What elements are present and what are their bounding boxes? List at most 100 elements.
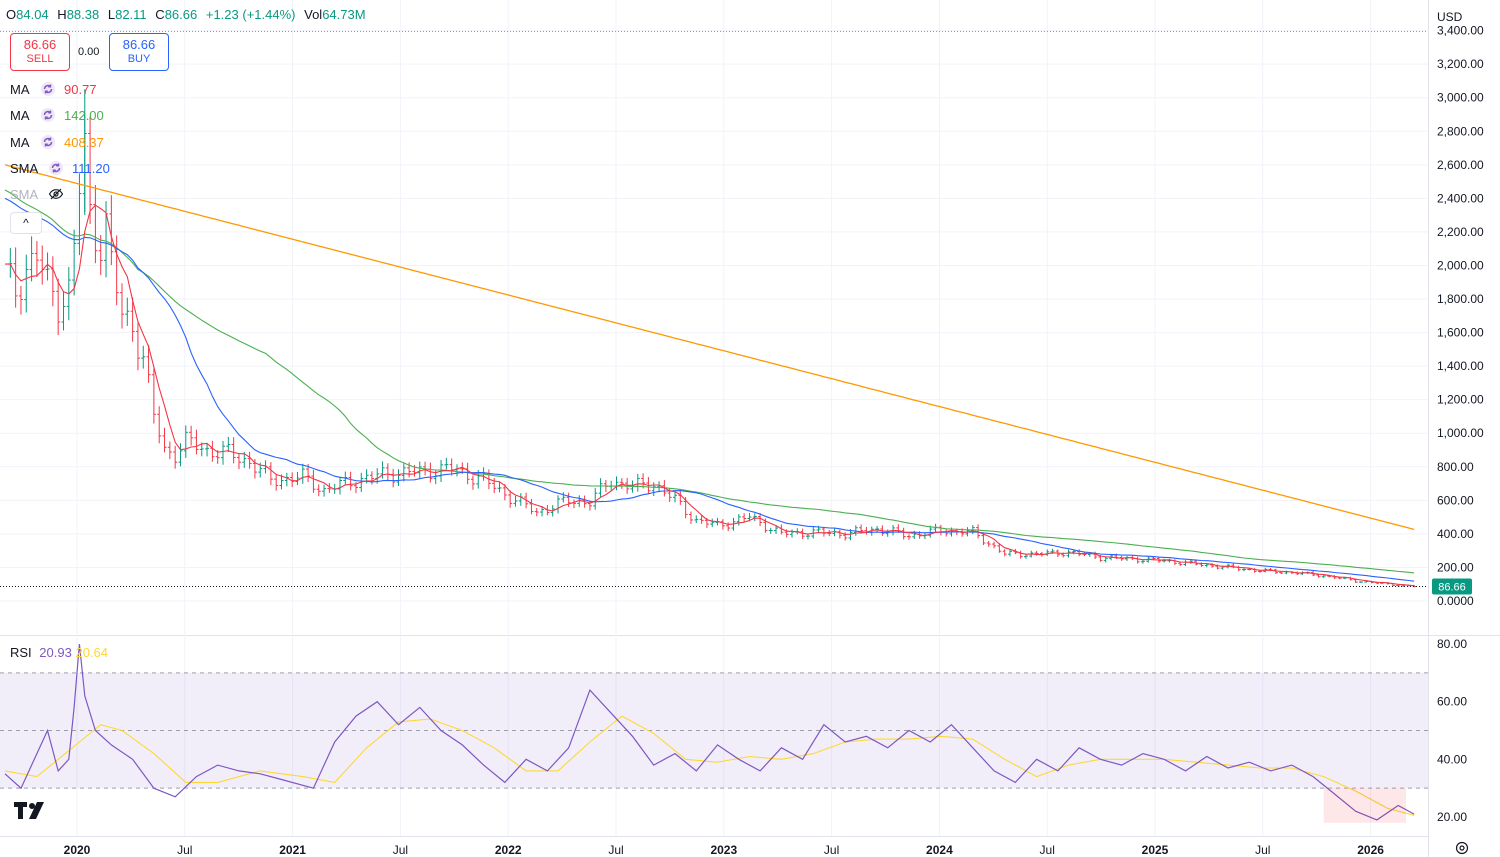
ohlc-bar xyxy=(1103,556,1108,563)
ohlc-bar xyxy=(1071,549,1076,555)
open-key: O xyxy=(6,7,17,22)
ohlc-bar xyxy=(401,462,406,482)
refresh-icon[interactable] xyxy=(40,107,56,123)
ohlc-bar xyxy=(247,451,252,469)
ohlc-bar xyxy=(1023,554,1028,559)
gear-icon[interactable] xyxy=(1454,840,1470,857)
ohlc-bar xyxy=(183,425,188,458)
rsi-oversold-fill xyxy=(1323,788,1406,823)
sell-button[interactable]: 86.66 SELL xyxy=(10,33,70,71)
currency-label[interactable]: USD xyxy=(1437,10,1463,24)
ma-green-line xyxy=(4,189,1415,574)
price-tick-label: 2,200.00 xyxy=(1437,225,1484,239)
buy-button[interactable]: 86.66 BUY xyxy=(109,33,169,71)
time-tick-label: Jul xyxy=(1040,843,1055,857)
legend-value: 142.00 xyxy=(64,107,104,123)
ohlc-bar xyxy=(295,471,300,486)
price-tick-label: 3,400.00 xyxy=(1437,24,1484,38)
rsi-name: RSI xyxy=(10,645,32,660)
ohlc-bar xyxy=(18,285,23,315)
ohlc-bar xyxy=(151,366,156,424)
refresh-icon[interactable] xyxy=(40,134,56,150)
rsi-line xyxy=(4,643,1415,821)
rsi-tick-label: 20.00 xyxy=(1437,810,1467,824)
ohlc-bar xyxy=(268,462,273,486)
refresh-icon[interactable] xyxy=(48,160,64,176)
ohlc-bar xyxy=(194,429,199,455)
ohlc-bar xyxy=(673,491,678,503)
eye-off-icon[interactable] xyxy=(48,186,64,202)
ohlc-bar xyxy=(199,442,204,457)
rsi-ma-value: 20.64 xyxy=(75,645,109,660)
ohlc-bar xyxy=(274,473,279,491)
ohlc-bar xyxy=(146,344,151,383)
ohlc-bar xyxy=(311,469,316,493)
legend-sma-blue[interactable]: SMA 111.20 xyxy=(10,158,110,178)
ohlc-bar xyxy=(236,453,241,470)
ohlc-bar xyxy=(61,291,66,331)
legend-ma-green[interactable]: MA 142.00 xyxy=(10,105,104,125)
rsi-tick-label: 60.00 xyxy=(1437,695,1467,709)
ohlc-bar xyxy=(678,490,683,505)
ohlc-bar xyxy=(901,527,906,540)
ohlc-bar xyxy=(279,474,284,490)
price-tick-label: 2,600.00 xyxy=(1437,158,1484,172)
price-tick-label: 3,200.00 xyxy=(1437,57,1484,71)
ohlc-bar xyxy=(1204,563,1209,568)
ohlc-bar xyxy=(513,496,518,507)
open-value: 84.04 xyxy=(16,7,49,22)
low-value: 82.11 xyxy=(115,7,147,22)
legend-ma-red[interactable]: MA 90.77 xyxy=(10,79,97,99)
price-tick-label: 1,600.00 xyxy=(1437,326,1484,340)
tradingview-logo-icon[interactable] xyxy=(14,800,48,825)
rsi-legend[interactable]: RSI 20.93 20.64 xyxy=(10,645,108,660)
ohlc-bar xyxy=(56,278,61,336)
ohlc-bar xyxy=(88,116,93,225)
ohlc-bar xyxy=(205,442,210,457)
ohlc-bar xyxy=(992,541,997,549)
ohlc-bar xyxy=(997,543,1002,553)
ohlc-bar xyxy=(322,484,327,497)
close-key: C xyxy=(155,7,165,22)
low-key: L xyxy=(107,7,116,22)
rsi-value: 20.93 xyxy=(39,645,72,660)
ohlc-bar xyxy=(157,406,162,444)
collapse-legend-button[interactable]: ^ xyxy=(10,212,42,234)
ohlc-bar xyxy=(906,534,911,540)
legend-name: MA xyxy=(10,107,30,123)
ohlc-bar xyxy=(109,195,114,266)
ohlc-bar xyxy=(827,530,832,537)
ohlc-bar xyxy=(853,525,858,536)
rsi-ma-line xyxy=(4,715,1415,816)
ohlc-bar xyxy=(694,515,699,523)
legend-sma-hidden[interactable]: SMA xyxy=(10,184,72,204)
legend-name: MA xyxy=(10,81,30,97)
legend-ma-orange[interactable]: MA 408.37 xyxy=(10,132,104,152)
ohlc-bar xyxy=(24,254,29,313)
time-tick-label: Jul xyxy=(1255,843,1270,857)
ohlc-bar xyxy=(758,512,763,527)
ohlc-bar xyxy=(561,492,566,503)
refresh-icon[interactable] xyxy=(40,81,56,97)
ohlc-bar xyxy=(540,506,545,517)
ohlc-bar xyxy=(380,461,385,479)
ohlc-bar xyxy=(1321,575,1326,578)
ma-orange-line xyxy=(4,164,1415,531)
ohlc-bar xyxy=(45,252,50,281)
ohlc-bar xyxy=(77,173,82,256)
high-value: 88.38 xyxy=(66,7,100,22)
ohlc-bar xyxy=(720,519,725,530)
rsi-tick-label: 40.00 xyxy=(1437,752,1467,766)
ohlc-bar xyxy=(231,437,236,464)
ohlc-bar xyxy=(502,483,507,501)
time-tick-label: 2026 xyxy=(1357,843,1384,857)
buy-label: BUY xyxy=(127,53,151,65)
ohlc-bar xyxy=(119,283,124,329)
ohlc-bar xyxy=(93,185,98,264)
ohlc-bar xyxy=(135,322,140,371)
ohlc-bar xyxy=(470,475,475,490)
ohlc-bar xyxy=(699,515,704,524)
price-tick-label: 2,800.00 xyxy=(1437,124,1484,138)
